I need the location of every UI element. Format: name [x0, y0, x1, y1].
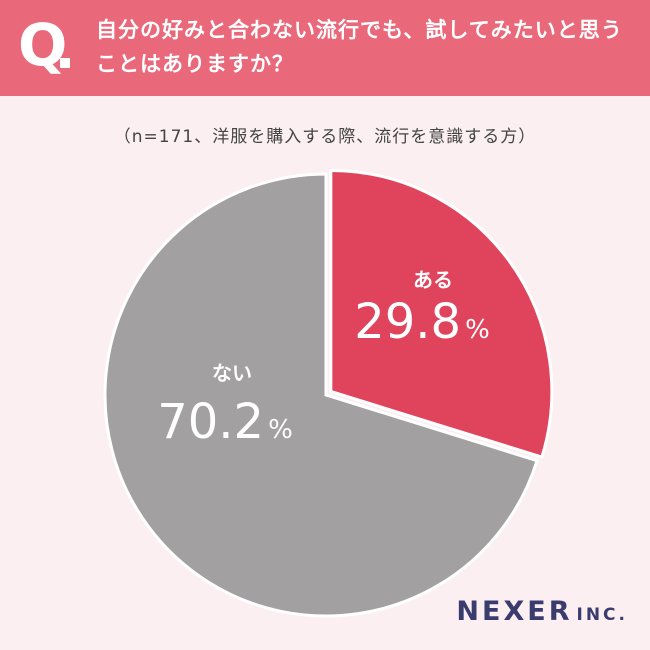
question-mark: Q: [18, 11, 68, 79]
slice-label-2: ない: [212, 361, 252, 385]
logo-main: NEXER: [456, 596, 573, 627]
question-text: 自分の好みと合わない流行でも、試してみたいと思うことはありますか？: [96, 18, 623, 76]
slice-value-1: 29.8%: [354, 294, 490, 350]
question-header: Q 自分の好みと合わない流行でも、試してみたいと思うことはありますか？: [0, 0, 650, 96]
company-logo: NEXER INC.: [456, 596, 628, 627]
pie-slice-2: [103, 172, 539, 618]
chart-subtitle: （n=171、洋服を購入する際、流行を意識する方）: [113, 127, 537, 147]
slice-label-1: ある: [413, 268, 453, 292]
logo-suffix: INC.: [576, 605, 628, 625]
question-mark-dot: [60, 58, 70, 68]
slice-value-2: 70.2%: [157, 394, 293, 450]
pie-slice-1: [329, 168, 554, 459]
